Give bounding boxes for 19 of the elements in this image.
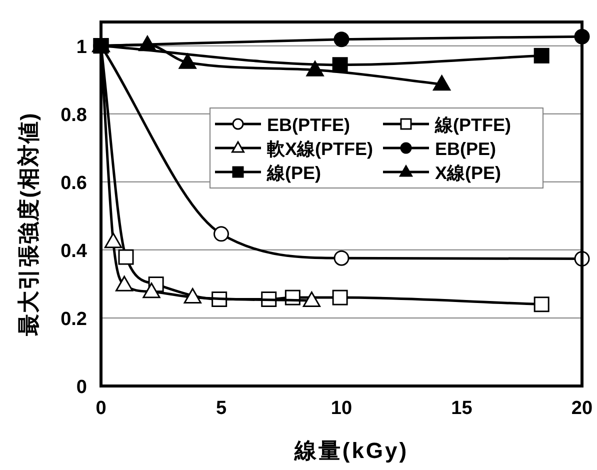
x-tick-label: 20 (571, 398, 593, 419)
x-tick-label: 10 (330, 398, 352, 419)
y-tick-label: 1 (76, 36, 88, 58)
y-tick-label: 0.8 (60, 104, 87, 126)
y-tick-label: 0.6 (60, 172, 87, 194)
y-tick-label: 0.2 (60, 308, 87, 330)
legend-label: 線(PTFE) (434, 115, 511, 135)
y-axis-title: 最大引張強度(相対値) (16, 112, 41, 337)
x-tick-label: 0 (96, 398, 106, 419)
y-tick-label: 0.4 (60, 240, 88, 262)
x-tick-label: 5 (216, 398, 227, 419)
legend-label: X線(PE) (435, 163, 502, 183)
x-tick-label: 15 (451, 398, 473, 419)
legend-label: 線(PE) (266, 163, 322, 183)
legend-label: 軟X線(PTFE) (267, 139, 373, 159)
x-axis-title: 線量(kGy) (293, 438, 409, 463)
y-tick-label: 0 (76, 377, 87, 398)
legend-label: EB(PE) (435, 139, 496, 159)
legend-label: EB(PTFE) (267, 115, 350, 135)
